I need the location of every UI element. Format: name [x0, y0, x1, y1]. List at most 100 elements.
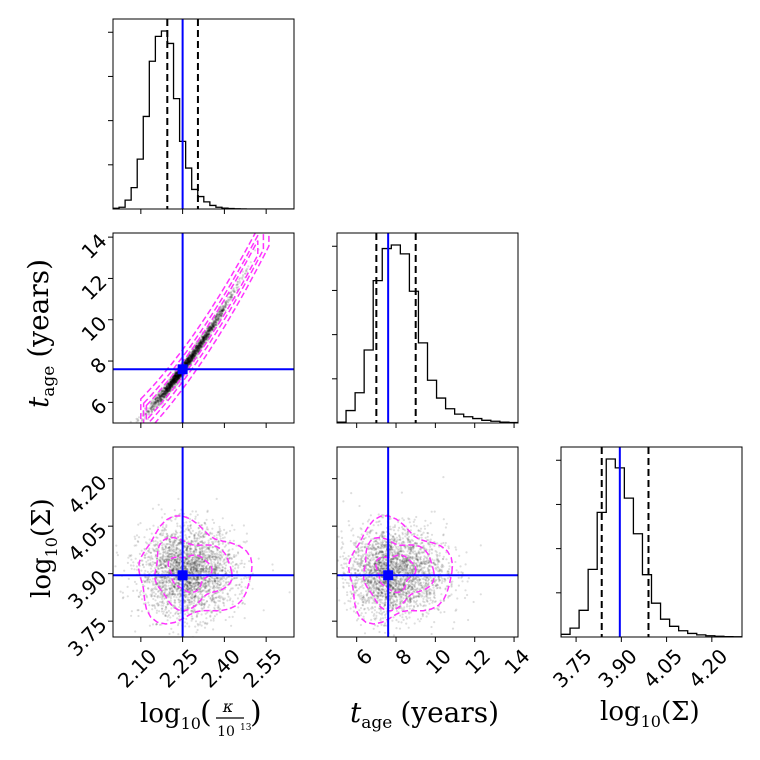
- scatter-point: [232, 539, 235, 542]
- scatter-point: [201, 342, 204, 345]
- scatter-point: [202, 338, 205, 341]
- scatter-point: [161, 390, 164, 393]
- scatter-point: [187, 359, 190, 363]
- scatter-point: [205, 336, 208, 339]
- scatter-point: [191, 350, 194, 353]
- scatter-point: [224, 306, 228, 309]
- scatter-point: [168, 384, 171, 387]
- scatter-point: [201, 340, 204, 343]
- scatter-point: [172, 377, 176, 380]
- scatter-point: [159, 564, 163, 567]
- scatter-point: [219, 576, 222, 580]
- scatter-point: [233, 289, 236, 292]
- scatter-point: [163, 529, 166, 532]
- scatter-point: [165, 393, 168, 396]
- scatter-point: [199, 344, 202, 347]
- scatter-point: [195, 346, 198, 349]
- scatter-point: [238, 281, 241, 284]
- scatter-point: [223, 604, 226, 607]
- scatter-point: [186, 557, 189, 561]
- scatter-point: [163, 395, 166, 399]
- scatter-point: [175, 379, 178, 382]
- scatter-point: [174, 377, 177, 380]
- scatter-point: [194, 352, 197, 355]
- scatter-point: [153, 401, 156, 404]
- scatter-point: [171, 533, 174, 536]
- scatter-point: [205, 335, 208, 338]
- scatter-point: [171, 381, 174, 384]
- scatter-point: [177, 535, 180, 539]
- scatter-point: [168, 383, 171, 386]
- scatter-point: [200, 346, 203, 349]
- scatter-point: [240, 276, 243, 280]
- scatter-point: [175, 551, 178, 555]
- scatter-point: [230, 293, 233, 296]
- scatter-point: [215, 576, 218, 579]
- scatter-point: [188, 355, 191, 358]
- scatter-point: [166, 549, 169, 553]
- scatter-point: [163, 393, 166, 396]
- scatter-point: [197, 347, 201, 350]
- scatter-point: [217, 313, 220, 316]
- scatter-point: [238, 278, 241, 281]
- scatter-point: [184, 583, 187, 586]
- scatter-point: [193, 350, 197, 353]
- scatter-point: [188, 356, 191, 359]
- scatter-point: [198, 341, 201, 345]
- scatter-point: [172, 379, 175, 383]
- scatter-point: [155, 609, 159, 612]
- scatter-point: [175, 372, 178, 375]
- scatter-point: [151, 405, 154, 408]
- scatter-point: [169, 384, 172, 388]
- scatter-point: [217, 572, 220, 575]
- scatter-point: [203, 571, 206, 574]
- scatter-point: [204, 335, 207, 338]
- scatter-point: [212, 552, 215, 555]
- scatter-point: [229, 539, 232, 542]
- scatter-point: [200, 346, 203, 349]
- scatter-point: [189, 357, 192, 360]
- scatter-point: [170, 379, 173, 382]
- scatter-point: [193, 354, 196, 357]
- scatter-point: [198, 344, 201, 347]
- scatter-point: [164, 393, 167, 396]
- scatter-point: [220, 308, 223, 311]
- scatter-point: [155, 400, 158, 403]
- scatter-point: [202, 556, 205, 559]
- scatter-point: [188, 358, 191, 361]
- scatter-point: [201, 589, 204, 592]
- scatter-point: [193, 595, 196, 598]
- scatter-point: [170, 380, 173, 383]
- scatter-point: [203, 554, 206, 557]
- scatter-point: [206, 333, 209, 336]
- scatter-point: [205, 335, 208, 338]
- scatter-point: [236, 571, 239, 574]
- scatter-point: [150, 570, 153, 573]
- scatter-point: [151, 404, 154, 407]
- scatter-point: [214, 540, 217, 543]
- scatter-point: [198, 534, 201, 538]
- scatter-point: [149, 593, 152, 596]
- scatter-point: [185, 359, 189, 362]
- scatter-point: [198, 344, 201, 347]
- contour-level: [140, 233, 270, 423]
- scatter-point: [223, 558, 226, 561]
- scatter-point: [164, 387, 167, 390]
- scatter-point: [193, 351, 196, 354]
- scatter-point: [193, 570, 196, 573]
- scatter-point: [202, 546, 205, 550]
- scatter-point: [190, 357, 193, 360]
- scatter-point: [194, 352, 197, 355]
- scatter-point: [168, 385, 171, 389]
- scatter-point: [155, 588, 158, 591]
- scatter-point: [241, 601, 245, 604]
- scatter-point: [188, 528, 191, 531]
- scatter-point: [199, 340, 202, 343]
- scatter-point: [184, 362, 187, 365]
- scatter-point: [185, 549, 188, 552]
- scatter-point: [167, 386, 170, 389]
- scatter-point: [230, 296, 233, 299]
- scatter-point: [171, 377, 174, 381]
- scatter-point: [204, 567, 207, 570]
